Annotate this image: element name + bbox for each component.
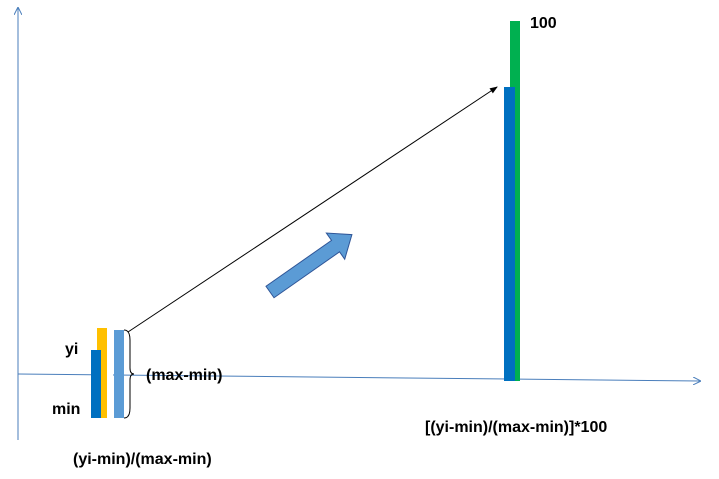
gap bbox=[107, 330, 113, 418]
mapping-arrow bbox=[127, 86, 498, 333]
yi-label: yi bbox=[65, 341, 78, 358]
normalized-label: (yi-min)/(max-min) bbox=[73, 451, 212, 468]
yellow-bar bbox=[97, 328, 107, 418]
scaled-label: [(yi-min)/(max-min)]*100 bbox=[425, 419, 607, 436]
big-blue-bar bbox=[504, 87, 515, 381]
blue-bar bbox=[91, 350, 101, 418]
brace bbox=[123, 329, 135, 419]
min-label: min bbox=[52, 401, 80, 418]
light-blue-bar bbox=[114, 330, 124, 418]
top-label: 100 bbox=[530, 15, 557, 32]
range-label: (max-min) bbox=[146, 367, 222, 384]
block-arrow bbox=[265, 232, 353, 299]
